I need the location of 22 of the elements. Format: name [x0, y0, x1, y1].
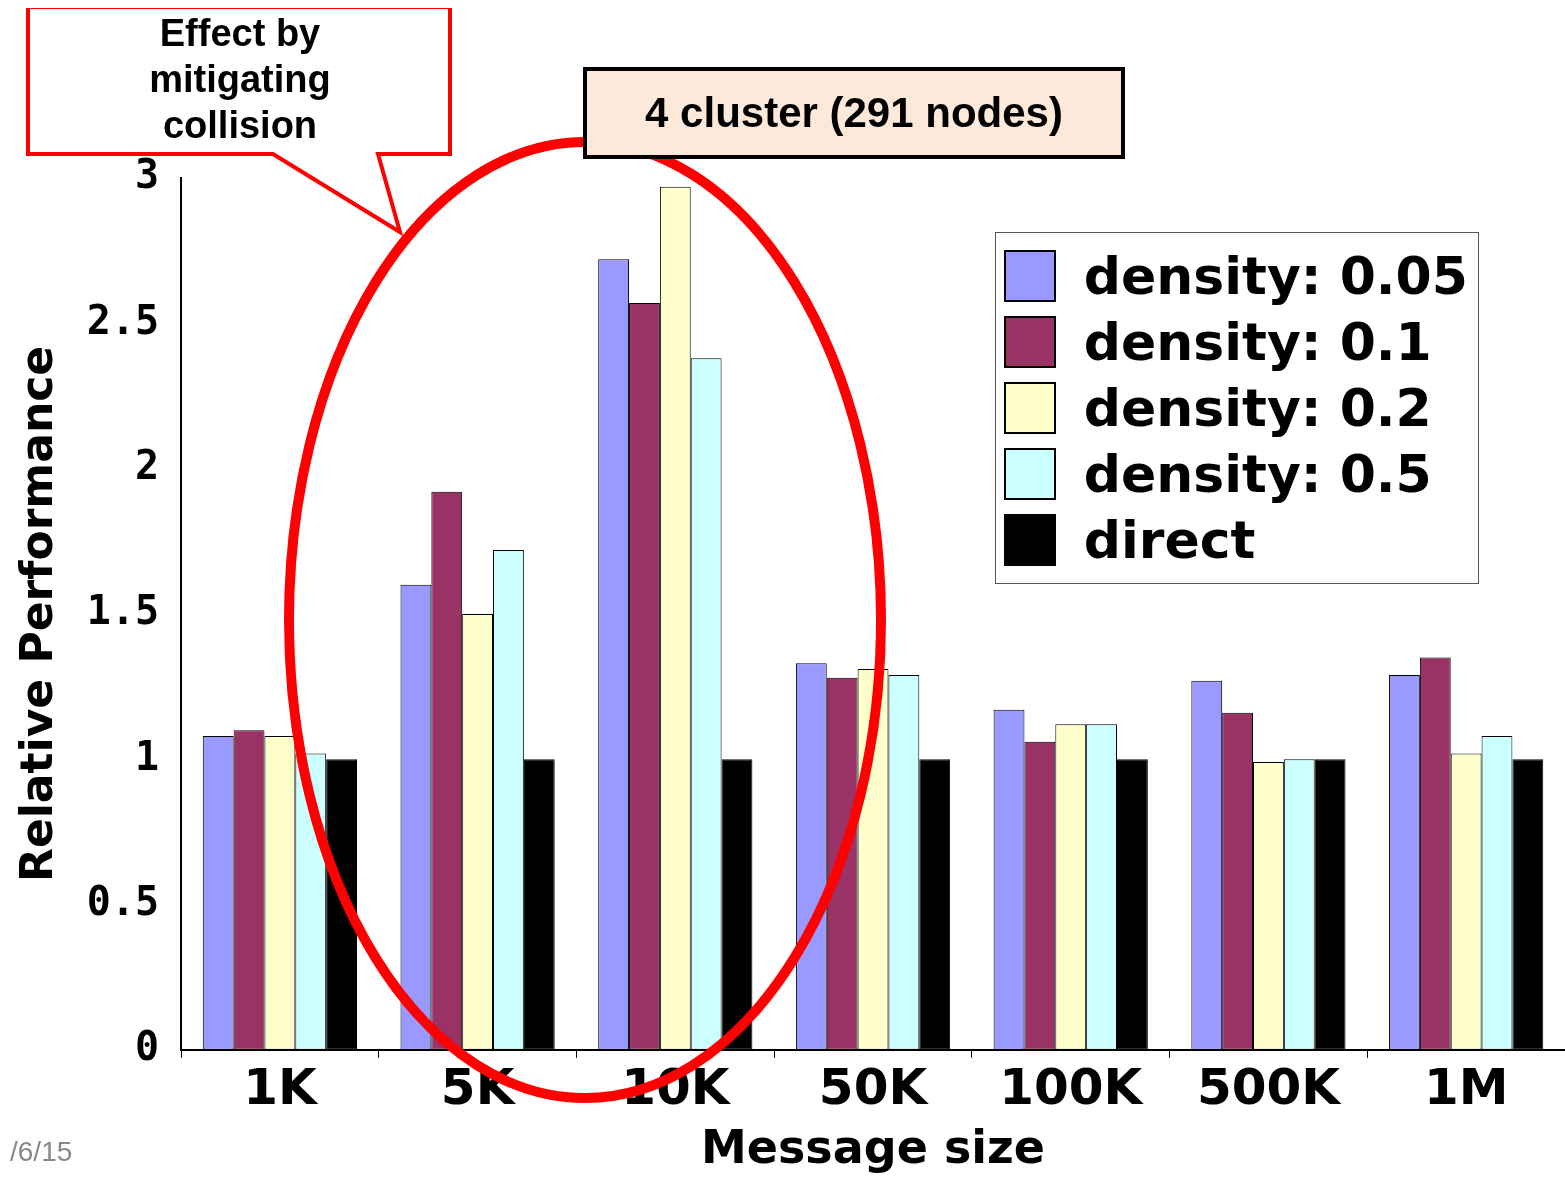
text: /6/15 [10, 1136, 73, 1168]
x-tick-label: 500K [1196, 1057, 1343, 1116]
text: 4 cluster (291 nodes) [583, 67, 1125, 159]
legend-label: density: 0.2 [1083, 378, 1432, 438]
y-tick-label: 2.5 [86, 296, 160, 343]
legend-label: direct [1083, 510, 1256, 570]
y-tick-label: 2 [134, 441, 160, 488]
y-tick-label: 3 [134, 151, 160, 198]
x-axis-title: Message size [701, 1120, 1046, 1175]
y-tick-label: 0.5 [86, 877, 160, 924]
x-tick-label: 100K [999, 1057, 1145, 1116]
x-tick-label: 1M [1423, 1057, 1509, 1116]
y-tick-label: 1.5 [86, 587, 160, 634]
x-tick-label: 1K [243, 1057, 319, 1116]
y-tick-label: 0 [134, 1023, 160, 1070]
legend-label: density: 0.1 [1083, 312, 1432, 372]
y-tick-label: 1 [134, 732, 160, 779]
y-axis-title: Relative Performance [10, 345, 62, 882]
legend-label: density: 0.05 [1083, 246, 1468, 306]
x-tick-label: 50K [818, 1057, 930, 1116]
text: Effect by mitigating collision [148, 11, 332, 148]
legend-label: density: 0.5 [1083, 444, 1432, 504]
